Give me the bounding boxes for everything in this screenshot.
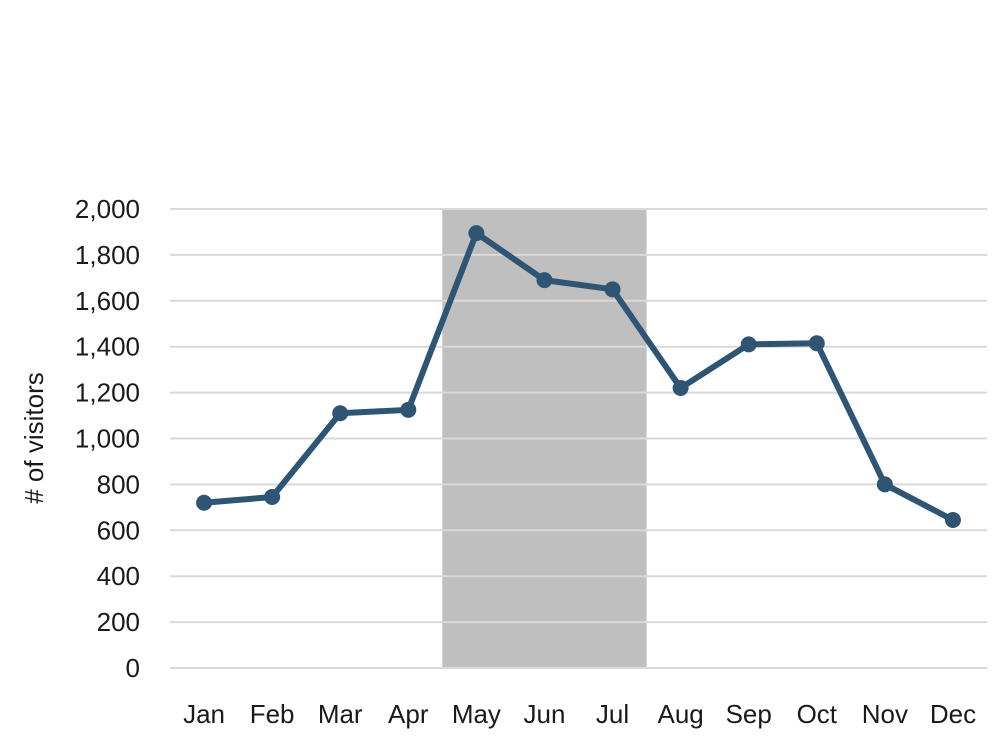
data-point-aug (672, 380, 689, 397)
x-axis-ticks: Jan Feb Mar Apr May Jun Jul Aug Sep Oct Nov Dec (183, 699, 976, 729)
data-point-jan (196, 494, 213, 511)
y-axis-title: # of visitors (19, 372, 49, 504)
y-tick-label: 1,400 (75, 332, 140, 362)
x-tick-label: Nov (862, 699, 908, 729)
data-point-may (468, 225, 485, 242)
x-tick-label: Jul (596, 699, 629, 729)
y-axis-ticks: 0 200 400 600 800 1,000 1,200 1,400 1,600 1,800 2,… (75, 194, 140, 683)
y-tick-label: 1,800 (75, 240, 140, 270)
data-point-nov (876, 476, 893, 493)
y-tick-label: 400 (97, 561, 140, 591)
y-tick-label: 1,200 (75, 378, 140, 408)
y-tick-label: 1,600 (75, 286, 140, 316)
x-tick-label: Jan (183, 699, 225, 729)
y-tick-label: 600 (97, 515, 140, 545)
y-tick-label: 1,000 (75, 424, 140, 454)
data-point-apr (400, 401, 417, 418)
y-tick-label: 200 (97, 607, 140, 637)
series-line (201, 230, 956, 523)
x-tick-label: Mar (318, 699, 363, 729)
y-tick-label: 800 (97, 469, 140, 499)
y-tick-label: 0 (126, 653, 140, 683)
data-point-oct (808, 335, 825, 352)
y-tick-label: 2,000 (75, 194, 140, 224)
x-tick-label: May (452, 699, 501, 729)
x-tick-label: Apr (388, 699, 429, 729)
x-tick-label: Aug (657, 699, 703, 729)
x-tick-label: Sep (726, 699, 772, 729)
x-tick-label: Feb (250, 699, 295, 729)
data-point-dec (944, 511, 961, 528)
x-tick-label: Dec (930, 699, 976, 729)
data-point-jun (536, 272, 553, 289)
data-point-mar (332, 405, 349, 422)
x-tick-label: Jun (523, 699, 565, 729)
data-point-jul (604, 281, 621, 298)
data-point-feb (264, 489, 281, 506)
series-layer (196, 225, 961, 528)
gridlines (170, 208, 987, 669)
data-point-sep (740, 336, 757, 353)
x-tick-label: Oct (797, 699, 838, 729)
